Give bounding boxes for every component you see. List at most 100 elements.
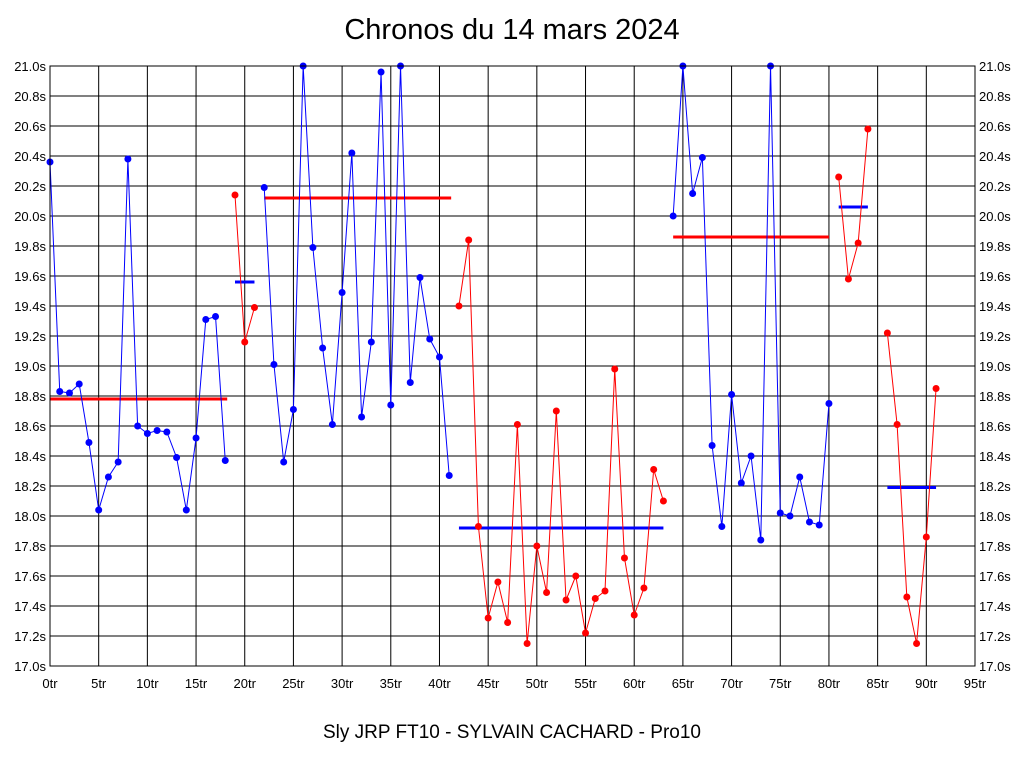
data-point xyxy=(309,244,317,251)
chart-title: Chronos du 14 mars 2024 xyxy=(344,14,680,46)
x-tick-label: 50tr xyxy=(526,676,549,691)
data-point xyxy=(620,554,628,562)
y-tick-label: 17.8s xyxy=(979,539,1011,554)
data-point xyxy=(367,338,375,346)
y-tick-label: 18.4s xyxy=(979,449,1011,464)
y-tick-label: 18.8s xyxy=(979,389,1011,404)
data-point xyxy=(805,518,813,526)
data-point xyxy=(143,430,151,437)
series-path xyxy=(672,65,830,541)
data-point xyxy=(776,509,784,517)
data-point xyxy=(883,329,891,337)
data-point xyxy=(163,428,171,436)
y-tick-label: 18.6s xyxy=(14,419,46,434)
series-line xyxy=(231,191,258,346)
y-tick-label: 19.8s xyxy=(14,239,46,254)
x-axis-caption: Sly JRP FT10 - SYLVAIN CACHARD - Pro10 xyxy=(323,722,701,743)
data-point xyxy=(689,190,697,197)
data-point xyxy=(737,479,745,487)
data-point xyxy=(387,401,395,409)
plot-frame xyxy=(49,65,976,667)
data-point xyxy=(241,338,249,346)
y-tick-label: 17.0s xyxy=(979,659,1011,674)
y-tick-label: 17.6s xyxy=(14,569,46,584)
data-point xyxy=(435,353,443,361)
data-point xyxy=(582,629,590,637)
data-point xyxy=(747,452,755,460)
x-tick-label: 40tr xyxy=(428,676,451,691)
series-line xyxy=(46,155,229,514)
data-point xyxy=(134,422,142,430)
y-tick-label: 20.6s xyxy=(979,119,1011,134)
data-point xyxy=(212,313,220,320)
data-point xyxy=(338,289,346,296)
data-point xyxy=(75,380,83,388)
data-point xyxy=(153,427,161,434)
y-tick-label: 17.2s xyxy=(979,629,1011,644)
y-tick-label: 19.2s xyxy=(14,329,46,344)
series-line xyxy=(883,329,940,647)
y-tick-label: 18.4s xyxy=(14,449,46,464)
data-point xyxy=(611,365,619,373)
data-point xyxy=(289,406,297,413)
x-tick-label: 75tr xyxy=(769,676,792,691)
x-tick-label: 90tr xyxy=(915,676,938,691)
x-tick-labels: 0tr 5tr 10tr 15tr 20tr 25tr 30tr 35tr 40tr 45tr 50… xyxy=(42,676,986,691)
data-point xyxy=(815,521,823,529)
series-line xyxy=(260,62,453,479)
y-tick-label: 17.2s xyxy=(14,629,46,644)
y-tick-label: 18.0s xyxy=(14,509,46,524)
data-point xyxy=(932,385,940,392)
data-point xyxy=(416,274,424,281)
data-point xyxy=(56,388,64,395)
data-point xyxy=(640,584,648,592)
data-point xyxy=(786,512,794,520)
data-point xyxy=(601,587,609,595)
y-tick-label: 17.0s xyxy=(14,659,46,674)
y-tick-label: 20.8s xyxy=(14,89,46,104)
series-line xyxy=(669,62,833,544)
y-tick-label: 19.4s xyxy=(979,299,1011,314)
data-point xyxy=(455,302,463,310)
y-tick-labels-left: 17.0s 17.2s 17.4s 17.6s 17.8s 18.0s 18.2s 18.4s… xyxy=(14,59,46,674)
data-point xyxy=(630,611,638,619)
data-point xyxy=(708,442,716,449)
data-point xyxy=(562,596,570,604)
x-tick-label: 20tr xyxy=(234,676,257,691)
data-point xyxy=(698,154,706,161)
data-point xyxy=(280,458,288,466)
data-point xyxy=(552,407,560,415)
data-point xyxy=(221,457,229,464)
y-tick-label: 20.4s xyxy=(14,149,46,164)
data-point xyxy=(319,344,327,352)
data-point xyxy=(718,523,726,530)
data-point xyxy=(250,304,258,311)
y-tick-label: 20.2s xyxy=(979,179,1011,194)
x-tick-label: 45tr xyxy=(477,676,500,691)
y-tick-label: 18.0s xyxy=(979,509,1011,524)
data-point xyxy=(474,523,482,530)
data-point xyxy=(913,640,921,647)
data-point xyxy=(669,212,677,220)
y-tick-label: 21.0s xyxy=(979,59,1011,74)
data-point xyxy=(348,149,356,157)
x-tick-label: 35tr xyxy=(380,676,403,691)
x-tick-label: 0tr xyxy=(42,676,58,691)
data-point xyxy=(95,506,103,514)
data-point xyxy=(659,497,667,505)
data-point xyxy=(173,454,181,461)
data-point xyxy=(796,473,804,481)
data-point xyxy=(650,466,658,473)
y-tick-label: 18.2s xyxy=(14,479,46,494)
data-point xyxy=(543,589,551,596)
x-tick-label: 15tr xyxy=(185,676,208,691)
y-tick-label: 17.4s xyxy=(14,599,46,614)
data-point xyxy=(426,335,434,343)
y-tick-label: 20.0s xyxy=(979,209,1011,224)
series-path xyxy=(263,65,450,476)
data-point xyxy=(465,236,473,244)
x-tick-label: 70tr xyxy=(720,676,743,691)
x-tick-label: 25tr xyxy=(282,676,305,691)
data-point xyxy=(572,572,580,580)
y-tick-label: 19.8s xyxy=(979,239,1011,254)
